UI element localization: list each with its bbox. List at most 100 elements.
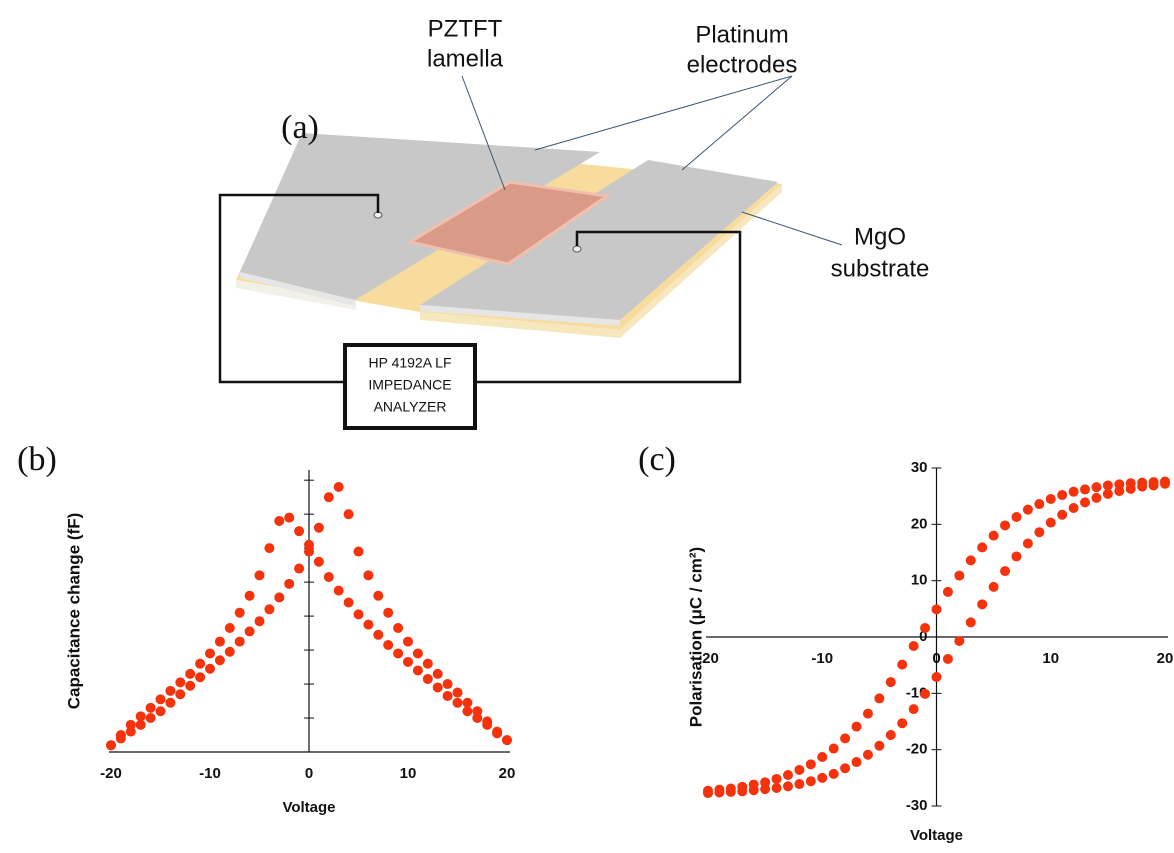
point (284, 578, 295, 589)
y-axis-label: Polarisation (μC / cm²) (686, 547, 705, 727)
point (931, 604, 942, 615)
point (760, 777, 771, 788)
point (323, 572, 334, 583)
point (817, 772, 828, 783)
point (254, 570, 265, 581)
point (363, 619, 374, 630)
point (353, 609, 364, 620)
point (294, 563, 305, 574)
point (264, 604, 275, 615)
point (840, 733, 851, 744)
panel-label: (c) (638, 441, 676, 478)
point (462, 706, 473, 717)
lamella-label: lamella (427, 45, 504, 72)
point (1034, 527, 1045, 538)
leader-line (681, 75, 793, 171)
point (1057, 509, 1068, 520)
point (274, 515, 285, 526)
point (175, 689, 186, 700)
x-tick-label: 0 (932, 650, 940, 667)
point (794, 779, 805, 790)
x-tick-label: -10 (199, 765, 221, 782)
point (965, 555, 976, 566)
point (1057, 490, 1068, 501)
x-tick-label: 20 (1157, 650, 1174, 667)
point (1000, 520, 1011, 531)
point (748, 779, 759, 790)
y-tick-label: -30 (906, 797, 928, 814)
point (422, 673, 433, 684)
point (135, 719, 146, 730)
point (155, 694, 166, 705)
point (452, 687, 463, 698)
point (284, 512, 295, 523)
point (115, 730, 126, 741)
point (714, 784, 725, 795)
point (771, 773, 782, 784)
point (343, 597, 354, 608)
point (185, 668, 196, 679)
point (862, 708, 873, 719)
instrument-label: IMPEDANCE (368, 377, 451, 393)
point (383, 607, 394, 618)
point (1011, 512, 1022, 523)
electrode (420, 160, 778, 320)
point (1034, 499, 1045, 510)
point (805, 759, 816, 770)
point (363, 570, 374, 581)
point (343, 509, 354, 520)
point (874, 693, 885, 704)
point (897, 718, 908, 729)
point (492, 728, 503, 739)
point (304, 539, 314, 550)
point (1045, 517, 1056, 528)
x-axis-label: Voltage (282, 799, 335, 816)
y-tick-label: 0 (919, 628, 927, 645)
point (135, 711, 146, 722)
point (333, 481, 344, 492)
lamella (406, 180, 612, 266)
x-axis-label: Voltage (910, 827, 963, 844)
point (908, 704, 919, 715)
point (264, 543, 275, 554)
point (452, 697, 463, 708)
point (234, 607, 245, 618)
y-axis-label: Capacitance change (fF) (64, 513, 83, 710)
electrode (240, 133, 600, 300)
point (851, 721, 862, 732)
point (205, 648, 215, 659)
point (1160, 476, 1170, 487)
point (432, 682, 443, 693)
point (977, 599, 988, 610)
point (274, 592, 285, 603)
point (333, 585, 344, 596)
lamella-label: PZTFT (428, 15, 503, 42)
point (145, 713, 156, 724)
point (1011, 551, 1022, 562)
electrode-edge (240, 272, 355, 306)
point (862, 749, 873, 760)
point (1102, 488, 1113, 499)
point (1068, 502, 1079, 513)
point (195, 672, 206, 683)
instrument-box (343, 343, 477, 430)
point (185, 680, 196, 691)
point (1022, 538, 1033, 549)
point (988, 530, 999, 541)
leader-line (461, 75, 506, 191)
point (442, 690, 453, 701)
point (462, 697, 473, 708)
point (1068, 486, 1079, 497)
y-tick-label: -20 (906, 741, 928, 758)
point (782, 770, 793, 781)
point (920, 688, 931, 699)
point (828, 743, 839, 754)
point (1080, 497, 1091, 508)
point (165, 685, 176, 696)
y-tick-label: 10 (911, 572, 928, 589)
point (313, 556, 324, 567)
x-tick-label: 0 (305, 765, 313, 782)
instrument-label: HP 4192A LF (368, 355, 451, 371)
point (383, 639, 394, 650)
